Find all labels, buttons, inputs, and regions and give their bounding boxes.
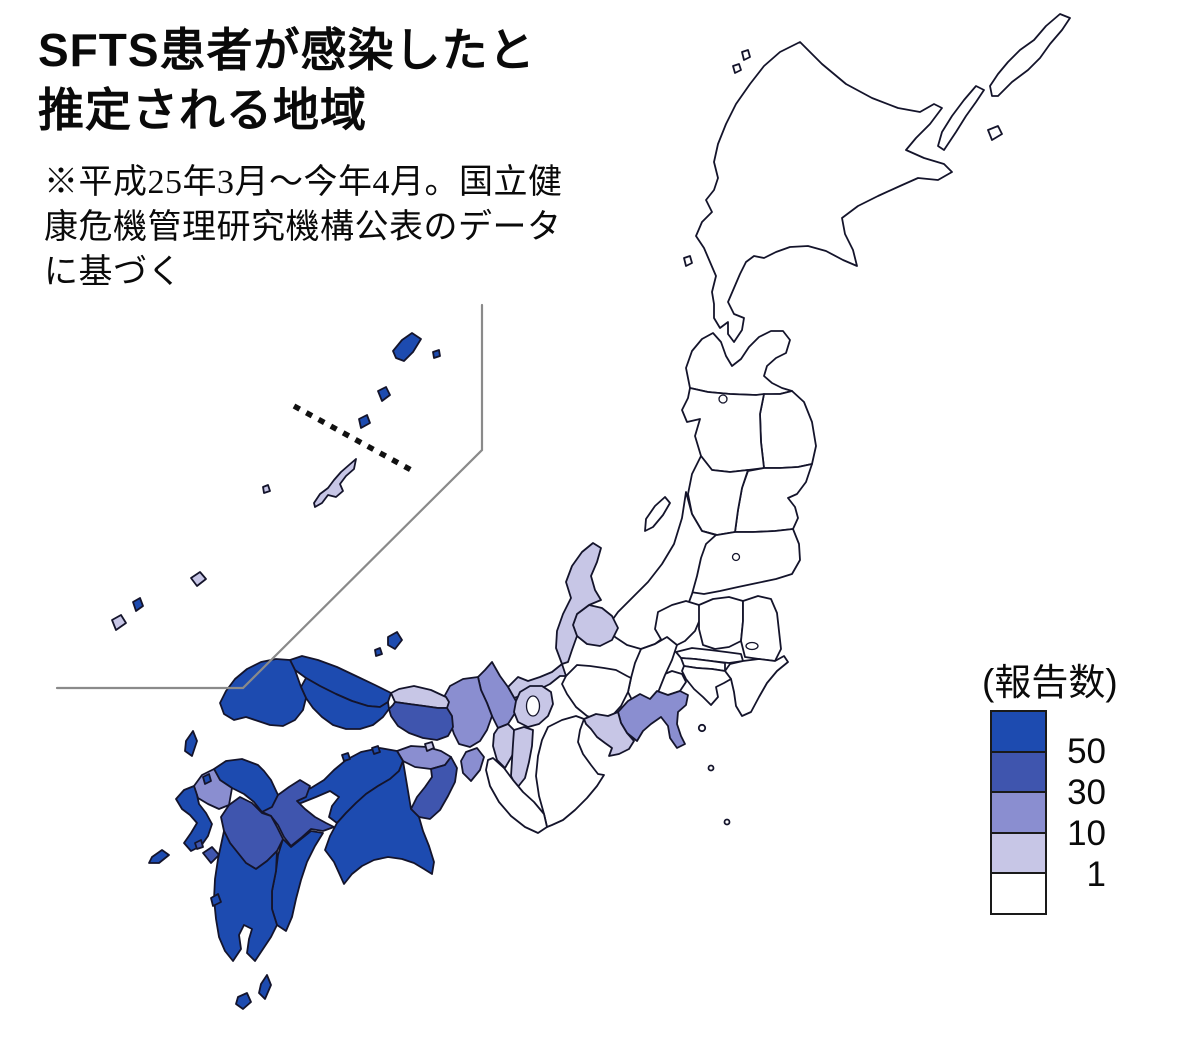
prefecture-wakayama (485, 757, 548, 834)
prefecture-kochi (324, 760, 435, 885)
prefecture-fukuoka (213, 758, 279, 813)
island-izu-hachijo (723, 818, 731, 826)
island-tsushima (184, 730, 198, 757)
source-note: ※平成25年3月〜今年4月。国立健 康危機管理研究機構公表のデータ に基づく (44, 160, 563, 295)
prefecture-aichi (583, 711, 635, 757)
note-line-1: ※平成25年3月〜今年4月。国立健 (44, 164, 563, 201)
inset-dashed-divider (292, 403, 415, 474)
page-title: SFTS患者が感染したと 推定される地域 (38, 20, 536, 140)
island-izu-niijima (707, 764, 715, 772)
prefecture-gunma (654, 600, 702, 648)
prefecture-kanagawa (681, 665, 732, 706)
prefecture-iwate (759, 390, 817, 469)
island-amami (392, 332, 422, 362)
island-okinoerabu (358, 414, 371, 429)
prefecture-shizuoka (617, 690, 689, 749)
island-miyako (190, 571, 207, 587)
lake-towada (718, 394, 728, 404)
prefecture-okayama (388, 701, 454, 741)
island-okinawa-small (262, 484, 271, 494)
prefecture-ibaraki (740, 595, 782, 662)
legend-swatch-50plus (990, 710, 1047, 753)
prefecture-nagasaki (175, 785, 213, 852)
legend-swatch-10-29 (990, 791, 1047, 834)
legend-swatch-30-49 (990, 750, 1047, 794)
prefecture-gifu (561, 664, 632, 722)
prefecture-tochigi (698, 596, 744, 650)
island-amakusa (202, 846, 220, 864)
title-line-2: 推定される地域 (38, 84, 367, 136)
legend-swatch-1-9 (990, 831, 1047, 875)
legend-title: (報告数) (982, 662, 1118, 703)
island-yakushima (235, 992, 252, 1010)
island-rishiri (741, 49, 751, 61)
island-etorofu (989, 13, 1071, 97)
legend-swatches (990, 710, 1047, 915)
lake-inawashiro (731, 552, 741, 562)
prefecture-nara (510, 726, 534, 789)
island-amami-tiny (432, 349, 441, 359)
legend-tick-10: 10 (1067, 814, 1106, 853)
island-seto-2 (371, 745, 381, 755)
legend-swatch-0 (990, 872, 1047, 915)
inset-border (55, 303, 484, 690)
island-tokunoshima (377, 386, 391, 402)
note-line-2: 康危機管理研究機構公表のデータ (44, 209, 562, 246)
island-goto (148, 849, 170, 864)
lake-kasumigaura (745, 641, 759, 651)
island-shodoshima (424, 741, 435, 752)
lake-biwa (525, 695, 541, 717)
island-seto-1 (341, 752, 351, 762)
island-sado (644, 496, 671, 532)
island-kunashiri (937, 85, 985, 151)
prefecture-hokkaido (695, 41, 953, 343)
note-line-3: に基づく (44, 254, 182, 291)
island-okinawa-main (313, 458, 357, 508)
island-tanegashima (258, 974, 272, 1000)
island-oki-2 (374, 647, 383, 657)
prefecture-chiba (724, 655, 789, 717)
island-ishigaki (132, 597, 144, 612)
island-izu-oshima (697, 723, 707, 733)
prefecture-yamaguchi (219, 658, 307, 727)
prefecture-hiroshima (300, 677, 390, 730)
island-okushiri (683, 255, 693, 267)
island-oki (387, 631, 403, 650)
legend-tick-30: 30 (1067, 773, 1106, 812)
prefecture-hyogo (443, 676, 493, 748)
island-iki (202, 773, 212, 785)
prefecture-osaka (492, 723, 517, 769)
island-awaji (460, 747, 485, 782)
prefecture-aomori (685, 330, 793, 396)
prefecture-kagoshima (213, 830, 278, 962)
prefecture-mie (535, 715, 605, 828)
prefecture-ishikawa (555, 542, 602, 665)
island-koshiki (210, 893, 222, 907)
title-line-1: SFTS患者が感染したと (38, 24, 536, 76)
island-amakusa-2 (194, 839, 204, 850)
island-shikotan (987, 125, 1003, 141)
legend-tick-50: 50 (1067, 732, 1106, 771)
legend-tick-1: 1 (1086, 855, 1106, 894)
island-iriomote (111, 614, 127, 631)
island-rebun (732, 63, 742, 74)
